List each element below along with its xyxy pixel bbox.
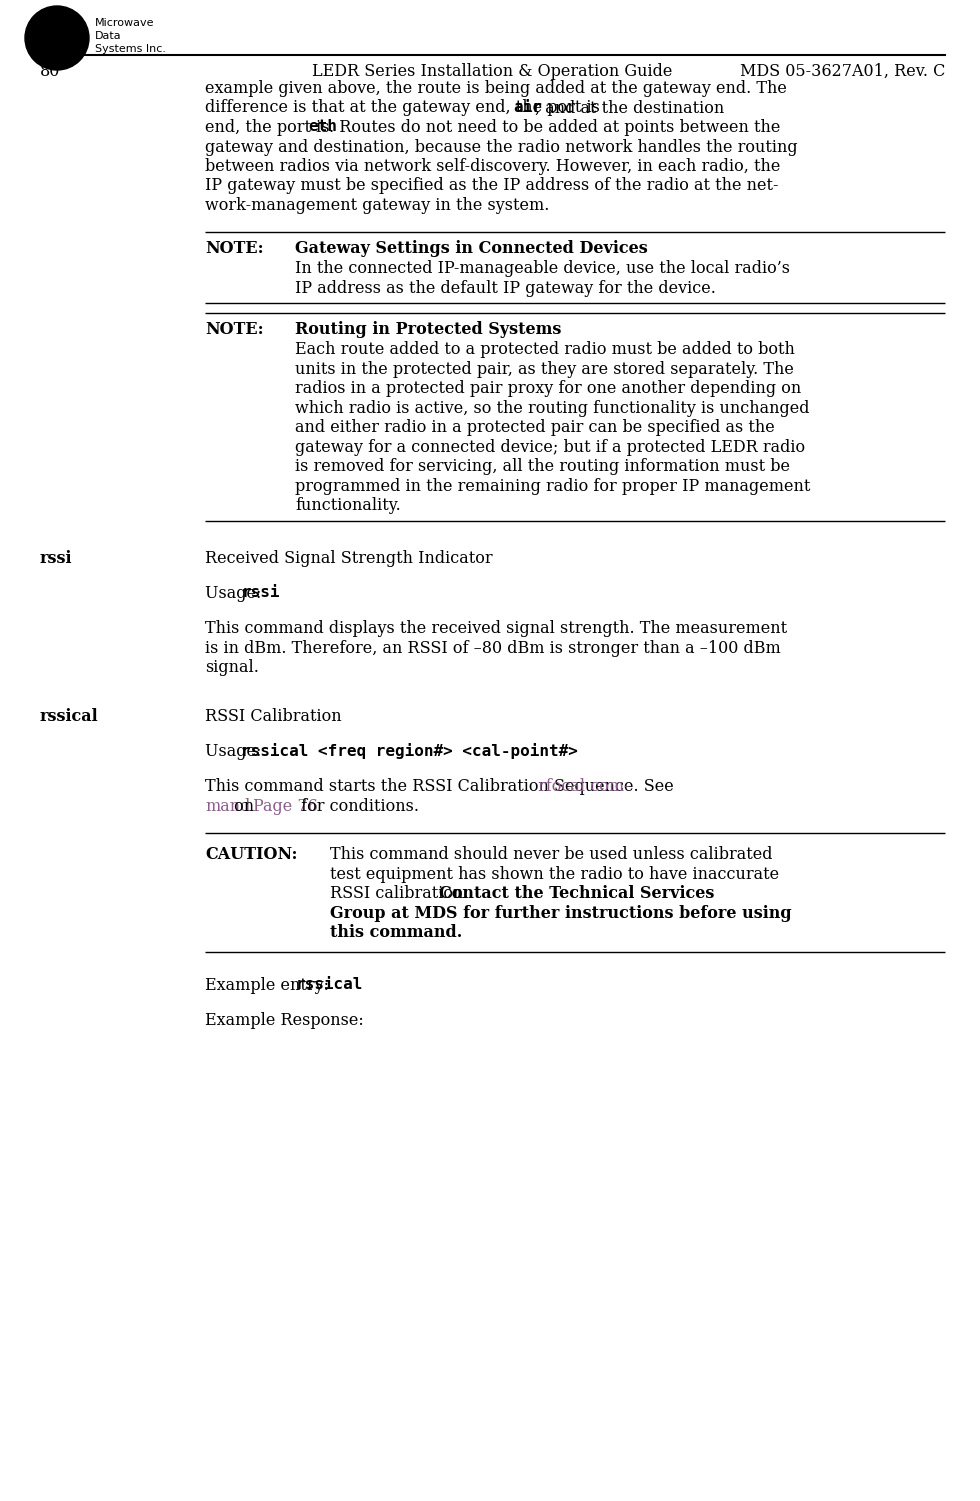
Text: . Routes do not need to be added at points between the: . Routes do not need to be added at poin… [329, 119, 781, 137]
Text: Systems Inc.: Systems Inc. [95, 44, 166, 54]
Text: work-management gateway in the system.: work-management gateway in the system. [205, 197, 550, 215]
Text: example given above, the route is being added at the gateway end. The: example given above, the route is being … [205, 80, 787, 98]
Text: MDS 05-3627A01, Rev. C: MDS 05-3627A01, Rev. C [740, 63, 945, 80]
Text: mand: mand [205, 797, 250, 815]
Text: is removed for servicing, all the routing information must be: is removed for servicing, all the routin… [295, 458, 790, 476]
Text: RSSI Calibration: RSSI Calibration [205, 708, 342, 725]
Text: Usage:: Usage: [205, 743, 267, 760]
Text: gateway and destination, because the radio network handles the routing: gateway and destination, because the rad… [205, 138, 798, 156]
Text: Example entry:: Example entry: [205, 977, 334, 994]
Text: and either radio in a protected pair can be specified as the: and either radio in a protected pair can… [295, 419, 775, 437]
Text: eth: eth [308, 119, 337, 134]
Text: IP address as the default IP gateway for the device.: IP address as the default IP gateway for… [295, 279, 715, 297]
Text: rssical: rssical [40, 708, 99, 725]
Text: radios in a protected pair proxy for one another depending on: radios in a protected pair proxy for one… [295, 380, 802, 398]
Text: IP gateway must be specified as the IP address of the radio at the net-: IP gateway must be specified as the IP a… [205, 177, 778, 195]
Text: Page 76: Page 76 [254, 797, 318, 815]
Text: gateway for a connected device; but if a protected LEDR radio: gateway for a connected device; but if a… [295, 438, 806, 456]
Text: rssi: rssi [241, 585, 280, 600]
Text: end, the port is: end, the port is [205, 119, 334, 137]
Text: Contact the Technical Services: Contact the Technical Services [439, 886, 714, 902]
Text: LEDR Series Installation & Operation Guide: LEDR Series Installation & Operation Gui… [313, 63, 672, 80]
Text: Gateway Settings in Connected Devices: Gateway Settings in Connected Devices [295, 240, 648, 257]
Text: functionality.: functionality. [295, 497, 401, 515]
Text: This command should never be used unless calibrated: This command should never be used unless… [330, 847, 772, 863]
Text: NOTE:: NOTE: [205, 321, 264, 338]
Text: difference is that at the gateway end, the port is: difference is that at the gateway end, t… [205, 99, 605, 117]
Text: rssi: rssi [40, 549, 73, 567]
Text: programmed in the remaining radio for proper IP management: programmed in the remaining radio for pr… [295, 477, 810, 495]
Text: This command starts the RSSI Calibration Sequence. See: This command starts the RSSI Calibration… [205, 778, 679, 796]
Text: air: air [514, 99, 542, 114]
Text: This command displays the received signal strength. The measurement: This command displays the received signa… [205, 620, 787, 636]
Text: Received Signal Strength Indicator: Received Signal Strength Indicator [205, 549, 493, 567]
Text: units in the protected pair, as they are stored separately. The: units in the protected pair, as they are… [295, 360, 794, 378]
Text: on: on [229, 797, 260, 815]
Text: rfocal com-: rfocal com- [538, 778, 629, 796]
Text: Microwave: Microwave [95, 18, 155, 29]
Text: MDS: MDS [39, 44, 74, 57]
Text: this command.: this command. [330, 925, 463, 941]
Text: test equipment has shown the radio to have inaccurate: test equipment has shown the radio to ha… [330, 866, 779, 883]
Text: Example Response:: Example Response: [205, 1012, 364, 1030]
Text: CAUTION:: CAUTION: [205, 847, 298, 863]
Text: Each route added to a protected radio must be added to both: Each route added to a protected radio mu… [295, 341, 795, 359]
Text: In the connected IP-manageable device, use the local radio’s: In the connected IP-manageable device, u… [295, 260, 790, 278]
Circle shape [25, 6, 89, 71]
Text: Routing in Protected Systems: Routing in Protected Systems [295, 321, 562, 338]
Text: Group at MDS for further instructions before using: Group at MDS for further instructions be… [330, 905, 792, 922]
Text: 80: 80 [40, 63, 61, 80]
Text: RSSI calibration.: RSSI calibration. [330, 886, 473, 902]
Text: Usage:: Usage: [205, 585, 267, 602]
Text: , and at the destination: , and at the destination [535, 99, 724, 117]
Text: for conditions.: for conditions. [296, 797, 418, 815]
Text: is in dBm. Therefore, an RSSI of –80 dBm is stronger than a –100 dBm: is in dBm. Therefore, an RSSI of –80 dBm… [205, 639, 781, 656]
Text: which radio is active, so the routing functionality is unchanged: which radio is active, so the routing fu… [295, 399, 809, 417]
Text: signal.: signal. [205, 659, 259, 675]
Text: NOTE:: NOTE: [205, 240, 264, 257]
Text: between radios via network self-discovery. However, in each radio, the: between radios via network self-discover… [205, 158, 780, 176]
Text: rssical <freq region#> <cal-point#>: rssical <freq region#> <cal-point#> [241, 743, 578, 760]
Text: rssical: rssical [296, 977, 364, 992]
Text: Data: Data [95, 32, 122, 41]
